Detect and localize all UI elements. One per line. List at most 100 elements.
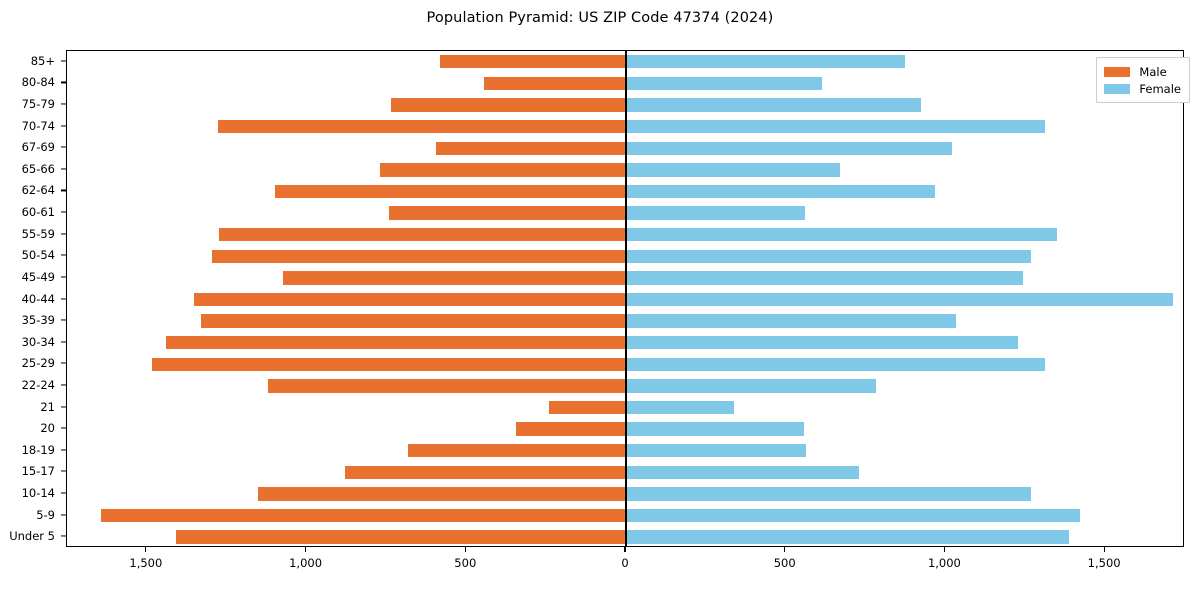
bar-row [67,76,1183,91]
bar-male [267,379,626,393]
bar-row [67,336,1183,350]
x-tick-label: 1,500 [1087,556,1121,570]
bar-row [67,487,1183,501]
y-tick-label: 50-54 [21,248,55,263]
bar-female [626,465,859,480]
y-tick-label: 21 [40,399,55,414]
y-tick-label: Under 5 [9,529,55,544]
bar-row [67,400,1183,415]
legend-entry-female[interactable]: Female [1104,80,1181,97]
y-tick-mark [61,297,66,300]
y-tick-label: 65-66 [21,161,55,176]
y-axis: 85+ 80-84 75-79 70-74 67-69 65-66 62-64 60-61 55… [0,50,66,547]
x-tick-label: 1,000 [289,556,323,570]
y-tick-label: 15-17 [21,464,55,479]
bar-male [344,465,626,480]
y-tick-label: 35-39 [21,313,55,328]
legend-label: Male [1139,64,1167,79]
bar-female [626,314,956,328]
bar-male [440,55,626,69]
y-tick-mark [61,168,66,170]
y-tick-mark [61,60,66,62]
bar-male [390,98,626,112]
bar-male [549,400,626,415]
y-tick-mark [61,535,66,537]
bar-row [67,422,1183,436]
bar-female [626,444,807,458]
bar-male [274,184,626,199]
bar-row [67,227,1183,242]
y-tick-mark [61,81,66,83]
bar-female [626,508,1080,523]
bar-female [626,357,1046,372]
y-tick-label: 60-61 [21,205,55,220]
y-tick-mark [61,470,66,472]
x-tick-label: 0 [621,556,629,570]
x-tick-label: 1,000 [927,556,961,570]
y-tick-label: 62-64 [21,183,55,198]
x-tick-mark [784,547,786,552]
bar-female [626,249,1032,263]
x-tick-mark [464,547,466,552]
y-tick-mark [61,276,66,278]
y-tick-mark [61,103,66,105]
y-tick-mark [61,405,66,408]
bar-female [626,141,953,155]
bar-row [67,292,1183,307]
bar-male [380,163,626,177]
bar-row [67,314,1183,328]
y-tick-mark [61,233,66,235]
bars-layer [67,51,1183,546]
y-tick-mark [61,254,66,256]
y-tick-mark [61,449,66,451]
y-tick-label: 45-49 [21,269,55,284]
chart-legend: Male Female [1096,57,1190,103]
bar-female [626,119,1046,134]
y-tick-mark [61,341,66,343]
bar-female [626,206,806,220]
bar-female [626,400,735,415]
bar-female [626,163,840,177]
x-tick-label: 500 [773,556,796,570]
bar-row [67,55,1183,69]
bar-male [193,292,626,307]
plot-area [66,50,1184,547]
bar-row [67,508,1183,523]
y-tick-label: 18-19 [21,442,55,457]
bar-female [626,530,1070,544]
y-tick-label: 5-9 [36,507,55,522]
y-tick-label: 80-84 [21,75,55,90]
bar-row [67,271,1183,285]
y-tick-mark [61,189,66,191]
bar-row [67,249,1183,263]
bar-female [626,76,822,91]
y-tick-mark [61,362,66,364]
bar-female [626,271,1024,285]
y-tick-mark [61,514,66,516]
bar-male [219,227,626,242]
x-axis: 1,500 1,000 500 0 500 1,000 1,500 [66,547,1184,597]
x-tick-mark [305,547,307,552]
bar-male [101,508,626,523]
y-tick-label: 22-24 [21,377,55,392]
bar-male [483,76,626,91]
bar-male [407,444,626,458]
x-tick-mark [145,547,147,552]
y-tick-label: 75-79 [21,97,55,112]
bar-row [67,163,1183,177]
y-tick-label: 55-59 [21,226,55,241]
legend-entry-male[interactable]: Male [1104,63,1181,80]
bar-row [67,206,1183,220]
y-tick-label: 30-34 [21,334,55,349]
bar-row [67,119,1183,134]
bar-row [67,444,1183,458]
y-tick-mark [61,427,66,429]
y-tick-label: 70-74 [21,118,55,133]
y-tick-label: 25-29 [21,356,55,371]
legend-label: Female [1139,81,1181,96]
bar-male [201,314,626,328]
bar-male [211,249,626,263]
bar-female [626,422,805,436]
bar-female [626,336,1018,350]
